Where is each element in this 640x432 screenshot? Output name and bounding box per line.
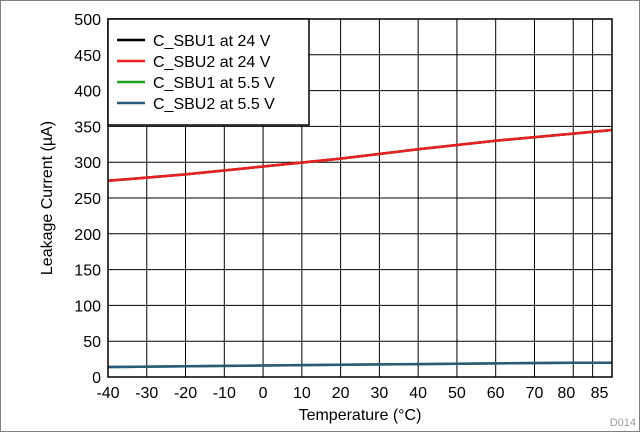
legend: C_SBU1 at 24 V C_SBU2 at 24 V C_SBU1 at 5.… [107,18,310,126]
x-tick-label: 40 [409,385,427,402]
y-tick-label: 450 [74,48,101,65]
plot-area-border [107,18,613,378]
y-tick-label: 400 [74,84,101,101]
y-tick-label: 0 [92,370,101,387]
series-line-3 [107,361,612,369]
series-line-1 [107,128,613,183]
x-tick-label: 20 [332,385,350,402]
x-tick-label: 50 [448,385,466,402]
x-tick-label: 0 [259,385,268,402]
x-tick-label: -30 [135,385,158,402]
x-tick-label: 30 [370,385,388,402]
y-tick-label: 300 [74,155,101,172]
legend-label-1: C_SBU2 at 24 V [153,54,271,71]
x-tick-label: 10 [293,385,311,402]
x-tick-label: 80 [557,385,575,402]
y-tick-label: 500 [74,12,101,29]
x-tick-label: -20 [174,385,197,402]
series-lines [107,128,613,369]
legend-box [107,18,310,126]
y-tick-label: 350 [74,119,101,136]
y-tick-label: 200 [74,227,101,244]
y-axis-label: Leakage Current (µA) [39,121,56,275]
x-tick-labels: -40 -30 -20 -10 0 10 20 30 40 50 60 70 80 85 [96,385,608,402]
legend-label-3: C_SBU2 at 5.5 V [153,96,275,113]
legend-label-0: C_SBU1 at 24 V [153,33,271,50]
x-tick-label: -40 [96,385,119,402]
x-tick-label: 85 [591,385,609,402]
x-axis-label: Temperature (°C) [299,407,422,424]
x-tick-label: 60 [487,385,505,402]
y-tick-label: 50 [83,334,101,351]
y-tick-label: 150 [74,263,101,280]
y-tick-label: 100 [74,298,101,315]
x-tick-label: 70 [526,385,544,402]
legend-label-2: C_SBU1 at 5.5 V [153,75,275,92]
x-tick-label: -10 [213,385,236,402]
y-tick-label: 250 [74,191,101,208]
y-tick-labels: 0 50 100 150 200 250 300 350 400 450 500 [74,12,101,387]
figure-id: D014 [610,417,636,429]
